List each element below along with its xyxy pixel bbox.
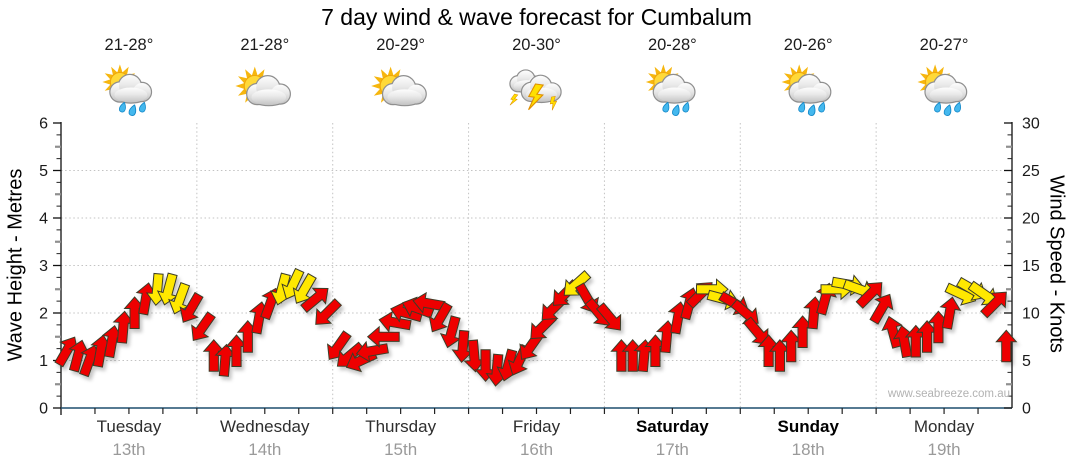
lightning-bolt [509, 93, 519, 106]
wind-arrow [881, 315, 903, 349]
cloud-body [929, 87, 963, 103]
day-date-label: 15th [384, 440, 418, 459]
rain-drop [818, 101, 826, 113]
cloud-body [114, 87, 148, 103]
wind-arrow [967, 280, 998, 306]
day-date-label: 17th [655, 440, 689, 459]
day-name-label: Tuesday [96, 417, 162, 436]
sun-cloud-icon [371, 66, 427, 107]
storm-icon [509, 69, 562, 111]
rain-drop [671, 104, 680, 116]
wind-arrow [869, 293, 894, 325]
sun-cloud-rain-icon [917, 64, 968, 116]
wave-tick-label: 5 [39, 163, 48, 180]
wind-tick-label: 5 [1022, 353, 1031, 370]
sun-cloud-rain-icon [102, 64, 153, 116]
wind-tick-label: 30 [1022, 116, 1040, 133]
wind-tick-label: 10 [1022, 306, 1040, 323]
wind-arrow [366, 325, 400, 348]
rain-drop [662, 101, 670, 113]
wind-arrow [428, 301, 453, 333]
wind-tick-label: 0 [1022, 401, 1031, 418]
sun-cloud-icon [235, 66, 291, 107]
cloud-body [251, 89, 287, 106]
wind-arrow [995, 329, 1018, 363]
rain-drop [934, 101, 942, 113]
cloud-body [387, 89, 422, 106]
day-name-label: Monday [913, 417, 975, 436]
rain-drop [798, 101, 806, 113]
day-name-label: Friday [512, 417, 561, 436]
temperature-range: 21-28° [240, 36, 290, 54]
cloud-body [657, 87, 691, 103]
lightning-bolt [549, 95, 558, 111]
wave-tick-label: 2 [39, 306, 48, 323]
wind-arrow [743, 316, 769, 345]
wind-arrow [191, 311, 216, 342]
wind-arrow [980, 291, 1007, 319]
wind-arrow [179, 291, 204, 323]
rain-drop [138, 101, 146, 113]
temperature-range: 21-28° [104, 36, 154, 54]
day-date-label: 14th [248, 440, 282, 459]
temperature-range: 20-28° [647, 36, 697, 54]
sun-cloud-rain-icon [645, 64, 696, 116]
wind-arrow [315, 298, 343, 325]
wind-arrow [563, 270, 592, 296]
wave-tick-label: 0 [39, 401, 48, 418]
day-date-label: 18th [791, 440, 825, 459]
rain-drop [128, 104, 137, 116]
gridlines [61, 123, 1012, 408]
weather-icons [102, 64, 968, 116]
temperature-range: 20-27° [919, 36, 969, 54]
wave-tick-label: 4 [39, 211, 48, 228]
wave-tick-label: 3 [39, 258, 48, 275]
day-name-label: Saturday [635, 417, 709, 436]
day-date-label: 16th [519, 440, 554, 459]
rain-drop [954, 101, 962, 113]
rain-drop [943, 104, 952, 116]
wind-arrow-series [54, 267, 1018, 387]
wind-arrow [595, 302, 622, 331]
day-name-label: Thursday [365, 417, 437, 436]
temperature-range: 20-29° [376, 36, 426, 54]
rain-drop [807, 104, 816, 116]
day-date-label: 19th [927, 440, 961, 459]
day-name-label: Sunday [777, 417, 839, 436]
cloud-body [793, 87, 827, 103]
axes: 0 1 2 3 4 5 6 0 5 10 15 20 25 30 [39, 116, 1040, 418]
rain-drop [682, 101, 690, 113]
day-date-label: 13th [112, 440, 146, 459]
chart-title: 7 day wind & wave forecast for Cumbalum [321, 4, 752, 30]
temperature-range: 20-30° [512, 36, 561, 54]
wave-tick-label: 6 [39, 116, 48, 133]
rain-drop [118, 101, 126, 113]
wind-tick-label: 15 [1022, 258, 1040, 275]
wave-tick-label: 1 [39, 353, 48, 370]
day-name-label: Wednesday [220, 417, 310, 436]
wind-arrow [378, 310, 412, 333]
wind-arrow [355, 340, 389, 363]
wind-tick-label: 25 [1022, 163, 1040, 180]
wind-arrow [300, 287, 329, 313]
sun-cloud-rain-icon [781, 64, 832, 116]
wind-arrow [939, 296, 962, 330]
lightning-bolt [527, 83, 545, 111]
temperature-range: 20-26° [783, 36, 833, 54]
watermark: www.seabreeze.com.au [887, 388, 1010, 400]
wind-tick-label: 20 [1022, 211, 1040, 228]
